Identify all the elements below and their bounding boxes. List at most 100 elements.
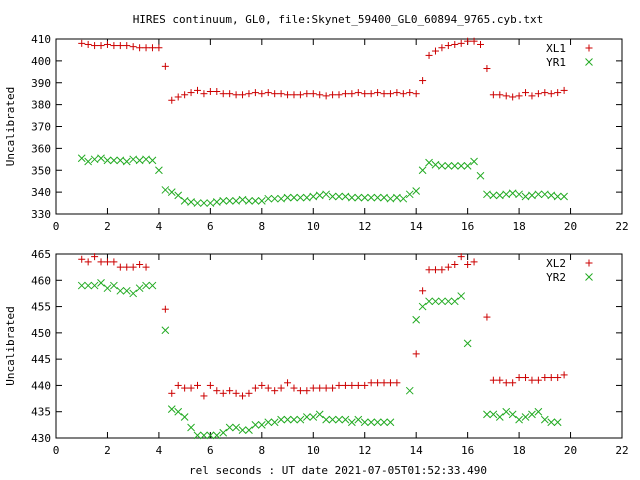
data-point [425, 158, 433, 167]
data-point [425, 51, 433, 59]
data-point [463, 339, 472, 348]
data-point [374, 89, 382, 97]
data-point [129, 43, 137, 51]
data-point [200, 392, 208, 400]
data-point [315, 191, 324, 200]
data-point [438, 162, 446, 170]
data-point [257, 421, 266, 429]
data-point [303, 90, 311, 98]
data-point [496, 91, 504, 99]
y-tick-label: 330 [31, 208, 51, 221]
data-point [444, 263, 452, 271]
data-point [341, 90, 349, 98]
data-point [451, 261, 459, 269]
data-point [463, 162, 472, 170]
data-point [470, 157, 478, 166]
data-point [277, 90, 285, 98]
legend-label-yr2: YR2 [546, 271, 566, 284]
data-point [213, 88, 221, 95]
y-axis-label: Uncalibrated [4, 306, 17, 385]
x-tick-label: 18 [512, 220, 525, 233]
data-point [528, 410, 536, 419]
data-point [412, 315, 421, 324]
data-point [521, 413, 530, 421]
data-point [212, 198, 221, 206]
data-point [148, 44, 156, 52]
data-point [232, 423, 240, 432]
x-tick-label: 14 [410, 220, 424, 233]
data-point [515, 374, 523, 382]
data-point [193, 199, 202, 207]
data-point [84, 281, 93, 290]
data-point [451, 40, 459, 48]
data-point [251, 421, 260, 429]
data-point [309, 90, 317, 98]
data-point [142, 281, 150, 290]
data-point [239, 392, 247, 400]
y-tick-label: 390 [31, 77, 51, 90]
y-tick-label: 455 [31, 301, 51, 314]
data-point [200, 199, 208, 207]
data-point [142, 44, 150, 52]
data-point [341, 381, 349, 389]
data-point [489, 376, 497, 384]
data-point [270, 194, 279, 203]
data-point [251, 89, 259, 97]
x-tick-label: 10 [307, 444, 320, 457]
data-point [399, 194, 408, 203]
x-tick-label: 2 [104, 444, 111, 457]
data-point [470, 258, 478, 266]
data-point [360, 418, 369, 427]
data-point [245, 389, 253, 397]
data-point [302, 193, 311, 202]
data-point [309, 192, 318, 201]
series-yr2 [77, 279, 562, 440]
x-tick-label: 2 [104, 220, 111, 233]
x-tick-label: 6 [207, 444, 214, 457]
data-point [225, 423, 234, 432]
data-point [103, 40, 111, 48]
data-point [457, 253, 465, 261]
data-point [257, 197, 266, 205]
data-point [393, 193, 401, 202]
data-point [219, 197, 228, 205]
data-point [277, 384, 285, 392]
data-point [277, 415, 285, 424]
data-point [450, 162, 459, 170]
data-point [206, 199, 215, 207]
legend-marker-xl1 [585, 44, 593, 52]
data-point [123, 263, 131, 271]
data-point [418, 302, 427, 311]
data-point [296, 193, 305, 202]
data-point [129, 263, 137, 271]
data-point [194, 381, 201, 389]
data-point [142, 155, 150, 164]
data-point [270, 418, 279, 427]
data-point [431, 47, 439, 55]
data-point [322, 92, 330, 100]
data-point [110, 258, 118, 266]
data-point [367, 418, 376, 427]
x-tick-label: 8 [259, 444, 266, 457]
data-point [405, 386, 414, 395]
data-point [296, 387, 304, 395]
x-axis-label: rel seconds : UT date 2021-07-05T01:52:3… [189, 464, 487, 477]
data-point [528, 191, 536, 200]
data-point [290, 91, 298, 99]
data-point [264, 418, 273, 427]
data-point [406, 89, 414, 97]
data-point [431, 266, 439, 274]
data-point [78, 39, 86, 47]
data-point [110, 156, 118, 165]
data-point [84, 258, 92, 266]
data-point [361, 381, 369, 389]
data-point [502, 190, 511, 199]
data-point [393, 379, 401, 387]
data-point [283, 193, 292, 202]
data-point [489, 91, 497, 99]
data-point [438, 297, 446, 306]
data-point [239, 91, 247, 99]
data-point [187, 423, 195, 432]
data-point [90, 155, 99, 164]
data-point [84, 40, 92, 48]
